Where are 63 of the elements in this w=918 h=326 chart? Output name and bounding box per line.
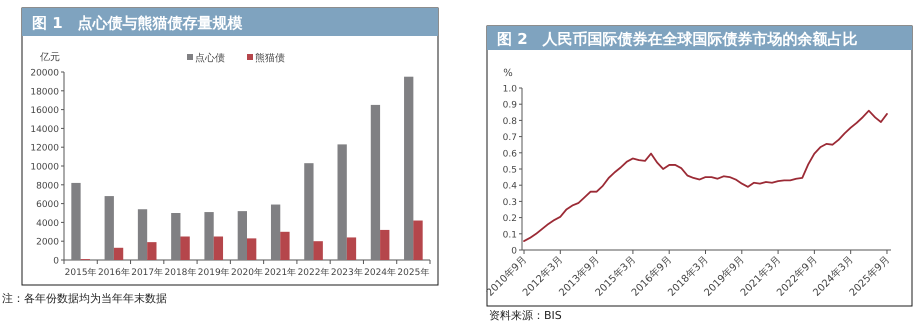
bar bbox=[380, 230, 390, 260]
y-tick-label: 18000 bbox=[30, 87, 60, 98]
y-tick-label: 0.8 bbox=[502, 116, 518, 127]
text: 资料来源：BIS bbox=[489, 309, 562, 322]
bar bbox=[270, 204, 280, 260]
y-tick-label: 0 bbox=[511, 246, 518, 256]
chart-title: 图 2 人民币国际债券在全球国际债券市场的余额占比 bbox=[497, 30, 858, 48]
bar bbox=[314, 241, 323, 260]
bar bbox=[214, 236, 224, 260]
bar bbox=[180, 236, 190, 260]
bar bbox=[104, 196, 114, 260]
line-series bbox=[523, 110, 888, 242]
x-tick-label: 2016年 bbox=[98, 267, 130, 278]
x-tick-label: 2021年 bbox=[264, 267, 296, 278]
y-tick-label: 6000 bbox=[36, 200, 60, 210]
y-tick-label: 4000 bbox=[36, 218, 60, 229]
bar bbox=[247, 238, 256, 260]
text: 注：各年份数据均为当年年末数据 bbox=[2, 292, 167, 305]
bar bbox=[171, 213, 180, 260]
y-tick-label: 0.6 bbox=[502, 149, 518, 160]
bar bbox=[147, 242, 156, 260]
y-axis-title: % bbox=[503, 68, 513, 79]
chart-title: 图 1 点心债与熊猫债存量规模 bbox=[32, 14, 244, 32]
x-tick-label: 2023年 bbox=[330, 267, 363, 278]
y-tick-label: 0.5 bbox=[502, 166, 517, 176]
y-tick-label: 0 bbox=[53, 256, 60, 266]
y-tick-label: 0.3 bbox=[502, 198, 517, 208]
y-tick-label: 20000 bbox=[30, 68, 60, 78]
legend-label: 点心债 bbox=[195, 52, 225, 64]
y-tick-label: 0.2 bbox=[502, 214, 517, 224]
x-tick-label: 2022年 bbox=[298, 267, 330, 278]
y-tick-label: 0.7 bbox=[502, 133, 517, 144]
y-tick-label: 0.9 bbox=[502, 100, 518, 111]
x-tick-label: 2020年 bbox=[231, 267, 263, 278]
y-tick-label: 2000 bbox=[36, 238, 60, 248]
bar bbox=[346, 237, 356, 260]
x-tick-label: 2017年 bbox=[131, 267, 164, 278]
y-tick-label: 16000 bbox=[30, 106, 60, 116]
bar bbox=[280, 232, 290, 260]
y-tick-label: 8000 bbox=[36, 181, 60, 192]
y-tick-label: 14000 bbox=[30, 124, 60, 135]
x-tick-label: 2025年 bbox=[397, 267, 430, 278]
y-axis-title: 亿元 bbox=[39, 52, 60, 63]
y-tick-label: 10000 bbox=[30, 162, 60, 172]
bar bbox=[370, 104, 380, 260]
bar bbox=[71, 182, 81, 260]
bar bbox=[114, 248, 124, 260]
y-tick-label: 0.1 bbox=[502, 230, 517, 240]
y-tick-label: 12000 bbox=[30, 144, 60, 154]
bar bbox=[304, 163, 314, 260]
bar bbox=[238, 211, 247, 260]
bar bbox=[204, 212, 214, 260]
bar bbox=[404, 76, 414, 260]
bar bbox=[138, 209, 148, 260]
bar bbox=[413, 220, 423, 260]
legend-label: 熊猫债 bbox=[255, 52, 285, 64]
x-tick-label: 2015年 bbox=[64, 267, 97, 278]
bar bbox=[338, 144, 347, 260]
x-tick-label: 2019年 bbox=[198, 267, 230, 278]
x-tick-label: 2018年 bbox=[164, 267, 196, 278]
x-tick-label: 2024年 bbox=[364, 267, 396, 278]
y-tick-label: 0.4 bbox=[502, 182, 518, 192]
y-tick-label: 1.0 bbox=[502, 84, 518, 94]
